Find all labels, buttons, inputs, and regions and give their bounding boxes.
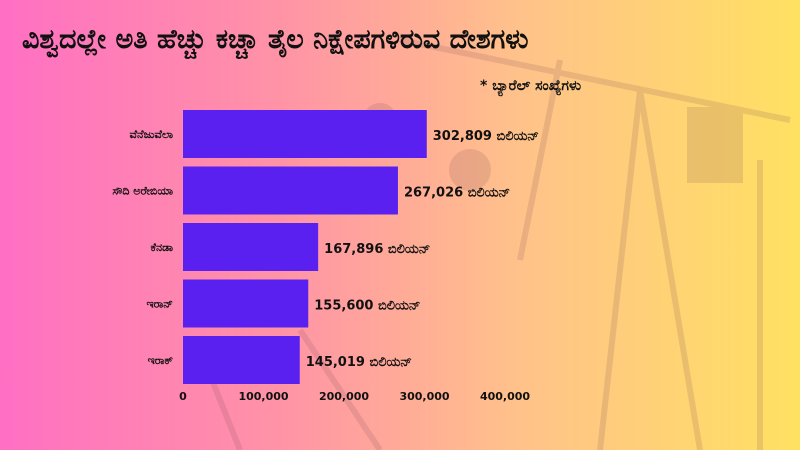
- category-label-1: ಸೌದಿ ಅರೇಬಿಯಾ: [112, 185, 173, 198]
- category-label-3: ಇರಾನ್: [146, 298, 173, 311]
- x-tick-label-0: 0: [179, 390, 187, 403]
- category-label-4: ಇರಾಕ್: [148, 354, 173, 367]
- x-tick-label-2: 200,000: [319, 390, 369, 403]
- bar-4: [183, 336, 300, 384]
- x-tick-label-3: 300,000: [399, 390, 449, 403]
- x-tick-label-4: 400,000: [480, 390, 530, 403]
- chart-title: ವಿಶ್ವದಲ್ಲೇ ಅತಿ ಹೆಚ್ಚು ಕಚ್ಚಾ ತೈಲ ನಿಕ್ಷೇಪಗ…: [22, 24, 529, 55]
- data-label-0: 302,809 ಬಿಲಿಯನ್: [433, 129, 539, 144]
- category-label-0: ವೆನೆಜುವೆಲಾ: [130, 128, 174, 141]
- unit-note: * ಬ್ಯಾರೆಲ್ ಸಂಖ್ಯೆಗಳು: [480, 78, 582, 94]
- bar-3: [183, 279, 309, 328]
- data-label-2: 167,896 ಬಿಲಿಯನ್: [324, 242, 430, 257]
- category-label-2: ಕೆನಡಾ: [151, 241, 174, 254]
- data-label-1: 267,026 ಬಿಲಿಯನ್: [404, 186, 510, 201]
- data-label-4: 145,019 ಬಿಲಿಯನ್: [306, 355, 412, 370]
- bar-1: [183, 166, 398, 215]
- bar-2: [183, 223, 319, 271]
- data-label-3: 155,600 ಬಿಲಿಯನ್: [314, 299, 420, 314]
- x-tick-label-1: 100,000: [238, 390, 288, 403]
- bar-0: [183, 110, 427, 158]
